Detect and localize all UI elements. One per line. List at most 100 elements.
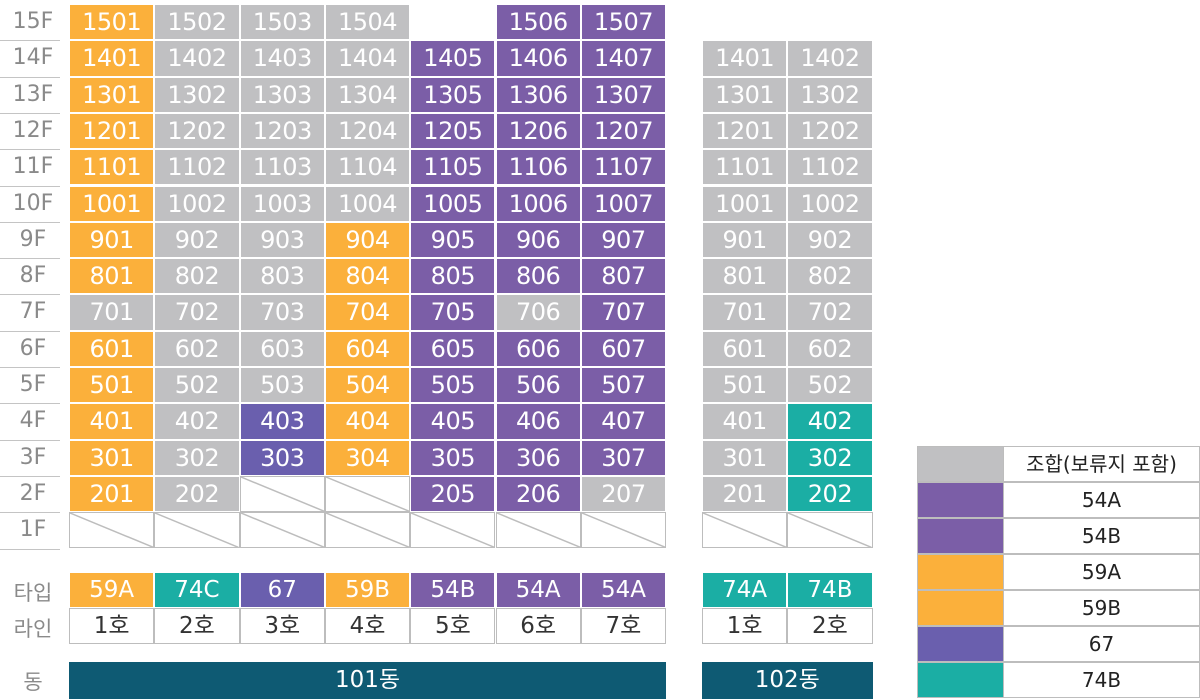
type-cell[interactable]: 74C bbox=[154, 572, 240, 608]
unit-cell[interactable]: 201 bbox=[702, 475, 788, 513]
type-cell[interactable]: 54A bbox=[580, 572, 667, 608]
unit-cell[interactable]: 901 bbox=[702, 221, 788, 259]
unit-cell[interactable]: 1301 bbox=[69, 76, 155, 113]
unit-cell[interactable]: 1201 bbox=[69, 112, 155, 150]
unit-cell[interactable]: 202 bbox=[154, 475, 240, 513]
unit-cell[interactable]: 602 bbox=[154, 330, 240, 367]
unit-cell[interactable]: 401 bbox=[702, 403, 788, 440]
line-cell[interactable]: 4호 bbox=[324, 608, 411, 644]
unit-cell[interactable]: 404 bbox=[324, 403, 411, 440]
unit-cell[interactable]: 801 bbox=[702, 258, 788, 295]
unit-cell[interactable]: 804 bbox=[324, 258, 411, 295]
unit-cell[interactable]: 503 bbox=[239, 367, 325, 404]
type-cell[interactable]: 74B bbox=[787, 572, 873, 608]
unit-cell[interactable]: 303 bbox=[239, 439, 325, 476]
unit-cell[interactable]: 1403 bbox=[239, 40, 325, 77]
unit-cell[interactable]: 606 bbox=[495, 330, 581, 367]
dong-102-bar[interactable]: 102동 bbox=[702, 662, 873, 699]
unit-cell[interactable]: 1404 bbox=[324, 40, 411, 77]
unit-cell[interactable]: 1005 bbox=[410, 185, 496, 222]
unit-cell[interactable]: 1303 bbox=[239, 76, 325, 113]
line-cell[interactable]: 5호 bbox=[410, 608, 496, 644]
unit-cell[interactable]: 1302 bbox=[787, 76, 873, 113]
unit-cell[interactable]: 301 bbox=[69, 439, 155, 476]
unit-cell[interactable]: 1002 bbox=[787, 185, 873, 222]
line-cell[interactable]: 7호 bbox=[580, 608, 667, 644]
unit-cell[interactable]: 1103 bbox=[239, 149, 325, 186]
unit-cell[interactable]: 403 bbox=[239, 403, 325, 440]
unit-cell[interactable]: 707 bbox=[580, 294, 667, 331]
type-cell[interactable]: 59A bbox=[69, 572, 155, 608]
unit-cell[interactable]: 1107 bbox=[580, 149, 667, 186]
unit-cell[interactable]: 1105 bbox=[410, 149, 496, 186]
unit-cell[interactable]: 504 bbox=[324, 367, 411, 404]
dong-101-bar[interactable]: 101동 bbox=[69, 662, 667, 699]
unit-cell[interactable]: 502 bbox=[154, 367, 240, 404]
unit-cell[interactable]: 201 bbox=[69, 475, 155, 513]
type-cell[interactable]: 67 bbox=[239, 572, 325, 608]
unit-cell[interactable]: 706 bbox=[495, 294, 581, 331]
type-cell[interactable]: 54A bbox=[495, 572, 581, 608]
unit-cell[interactable]: 302 bbox=[787, 439, 873, 476]
unit-cell[interactable]: 802 bbox=[787, 258, 873, 295]
unit-cell[interactable]: 1401 bbox=[69, 40, 155, 77]
unit-cell[interactable]: 304 bbox=[324, 439, 411, 476]
unit-cell[interactable]: 605 bbox=[410, 330, 496, 367]
unit-cell[interactable]: 207 bbox=[580, 475, 667, 513]
unit-cell[interactable]: 402 bbox=[154, 403, 240, 440]
unit-cell[interactable]: 1304 bbox=[324, 76, 411, 113]
type-cell[interactable]: 74A bbox=[702, 572, 788, 608]
unit-cell[interactable]: 901 bbox=[69, 221, 155, 259]
unit-cell[interactable]: 806 bbox=[495, 258, 581, 295]
unit-cell[interactable]: 1402 bbox=[154, 40, 240, 77]
unit-cell[interactable]: 703 bbox=[239, 294, 325, 331]
unit-cell[interactable]: 1206 bbox=[495, 112, 581, 150]
unit-cell[interactable]: 205 bbox=[410, 475, 496, 513]
unit-cell[interactable]: 302 bbox=[154, 439, 240, 476]
unit-cell[interactable]: 701 bbox=[69, 294, 155, 331]
unit-cell[interactable]: 902 bbox=[154, 221, 240, 259]
unit-cell[interactable]: 907 bbox=[580, 221, 667, 259]
unit-cell[interactable]: 704 bbox=[324, 294, 411, 331]
unit-cell[interactable]: 1204 bbox=[324, 112, 411, 150]
unit-cell[interactable]: 904 bbox=[324, 221, 411, 259]
unit-cell[interactable]: 501 bbox=[702, 367, 788, 404]
unit-cell[interactable]: 1205 bbox=[410, 112, 496, 150]
unit-cell[interactable]: 803 bbox=[239, 258, 325, 295]
unit-cell[interactable]: 905 bbox=[410, 221, 496, 259]
unit-cell[interactable]: 1207 bbox=[580, 112, 667, 150]
unit-cell[interactable]: 1202 bbox=[154, 112, 240, 150]
unit-cell[interactable]: 1007 bbox=[580, 185, 667, 222]
unit-cell[interactable]: 702 bbox=[154, 294, 240, 331]
unit-cell[interactable]: 1104 bbox=[324, 149, 411, 186]
unit-cell[interactable]: 401 bbox=[69, 403, 155, 440]
unit-cell[interactable]: 506 bbox=[495, 367, 581, 404]
unit-cell[interactable]: 1306 bbox=[495, 76, 581, 113]
unit-cell[interactable]: 407 bbox=[580, 403, 667, 440]
line-cell[interactable]: 2호 bbox=[154, 608, 240, 644]
unit-cell[interactable]: 607 bbox=[580, 330, 667, 367]
unit-cell[interactable]: 1101 bbox=[702, 149, 788, 186]
unit-cell[interactable]: 805 bbox=[410, 258, 496, 295]
unit-cell[interactable]: 1407 bbox=[580, 40, 667, 77]
unit-cell[interactable]: 305 bbox=[410, 439, 496, 476]
unit-cell[interactable]: 306 bbox=[495, 439, 581, 476]
unit-cell[interactable]: 1102 bbox=[154, 149, 240, 186]
unit-cell[interactable]: 1301 bbox=[702, 76, 788, 113]
unit-cell[interactable]: 1401 bbox=[702, 40, 788, 77]
line-cell[interactable]: 3호 bbox=[239, 608, 325, 644]
unit-cell[interactable]: 202 bbox=[787, 475, 873, 513]
unit-cell[interactable]: 802 bbox=[154, 258, 240, 295]
unit-cell[interactable]: 1004 bbox=[324, 185, 411, 222]
unit-cell[interactable]: 1405 bbox=[410, 40, 496, 77]
unit-cell[interactable]: 1305 bbox=[410, 76, 496, 113]
unit-cell[interactable]: 1302 bbox=[154, 76, 240, 113]
unit-cell[interactable]: 502 bbox=[787, 367, 873, 404]
unit-cell[interactable]: 301 bbox=[702, 439, 788, 476]
unit-cell[interactable]: 1507 bbox=[580, 4, 667, 41]
unit-cell[interactable]: 1001 bbox=[702, 185, 788, 222]
unit-cell[interactable]: 1106 bbox=[495, 149, 581, 186]
unit-cell[interactable]: 1502 bbox=[154, 4, 240, 41]
unit-cell[interactable]: 1201 bbox=[702, 112, 788, 150]
unit-cell[interactable]: 1101 bbox=[69, 149, 155, 186]
